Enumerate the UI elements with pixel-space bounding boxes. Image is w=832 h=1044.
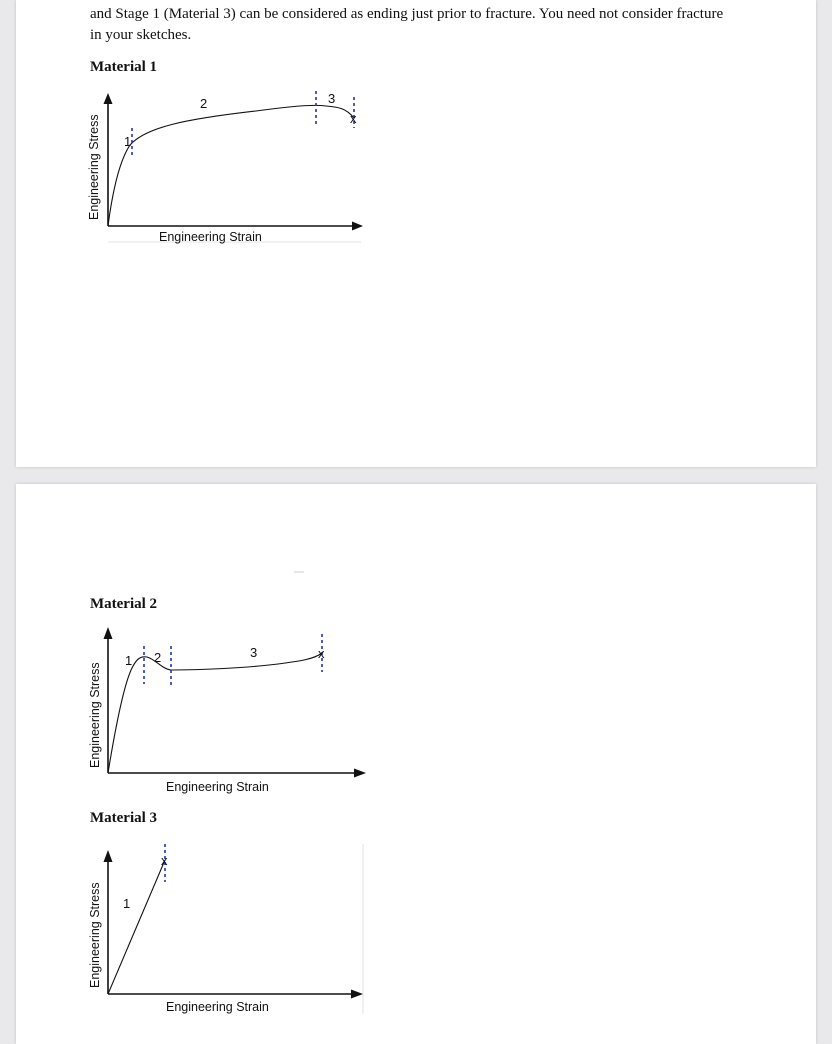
m2-x-axis-label: Engineering Strain: [166, 780, 269, 794]
m2-stress-strain-curve: [107, 652, 323, 774]
m3-y-axis-arrow: [103, 850, 113, 862]
m3-stress-strain-curve: [107, 859, 166, 995]
y-axis-arrow: [103, 93, 113, 104]
material-1-sketch: 1 2 3 x Engineering Strain Engineering S…: [87, 91, 363, 244]
material-3-heading: Material 3: [90, 810, 158, 826]
fracture-mark: x: [350, 111, 357, 126]
m3-stage-1-label: 1: [123, 896, 130, 911]
y-axis-label: Engineering Stress: [87, 114, 101, 220]
paragraph-line-1: and Stage 1 (Material 3) can be consider…: [90, 6, 724, 22]
material-3-sketch: 1 x Engineering Strain Engineering Stres…: [88, 844, 364, 1014]
m2-stage-2-label: 2: [154, 650, 161, 665]
m2-y-axis-arrow: [103, 627, 113, 639]
stage-2-label: 2: [200, 96, 207, 111]
stage-1-label: 1: [124, 134, 131, 149]
document-page-2: Material 2 Material 3 1 2 3 x Engineerin…: [16, 484, 816, 1044]
x-axis-arrow: [352, 221, 363, 231]
m2-y-axis-label: Engineering Stress: [88, 662, 102, 768]
material-2-heading: Material 2: [90, 596, 158, 612]
m3-x-axis-arrow: [351, 989, 363, 999]
m2-stage-1-label: 1: [125, 653, 132, 668]
paragraph-line-2: in your sketches.: [90, 27, 192, 43]
document-page-1: and Stage 1 (Material 3) can be consider…: [16, 0, 816, 467]
m3-fracture-mark: x: [161, 853, 168, 868]
m2-stage-3-label: 3: [250, 645, 257, 660]
material-2-3-sketches: 1 2 3 x Engineering Strain Engineering S…: [88, 571, 366, 1014]
x-axis-label: Engineering Strain: [159, 230, 262, 244]
m2-fracture-mark: x: [318, 646, 325, 661]
material-2-sketch: 1 2 3 x Engineering Strain Engineering S…: [88, 627, 366, 794]
stress-strain-curve: [107, 104, 355, 227]
m2-x-axis-arrow: [354, 768, 366, 778]
material-1-heading: Material 1: [90, 59, 158, 75]
m3-y-axis-label: Engineering Stress: [88, 882, 102, 988]
m3-x-axis-label: Engineering Strain: [166, 1000, 269, 1014]
stage-3-label: 3: [328, 91, 335, 106]
